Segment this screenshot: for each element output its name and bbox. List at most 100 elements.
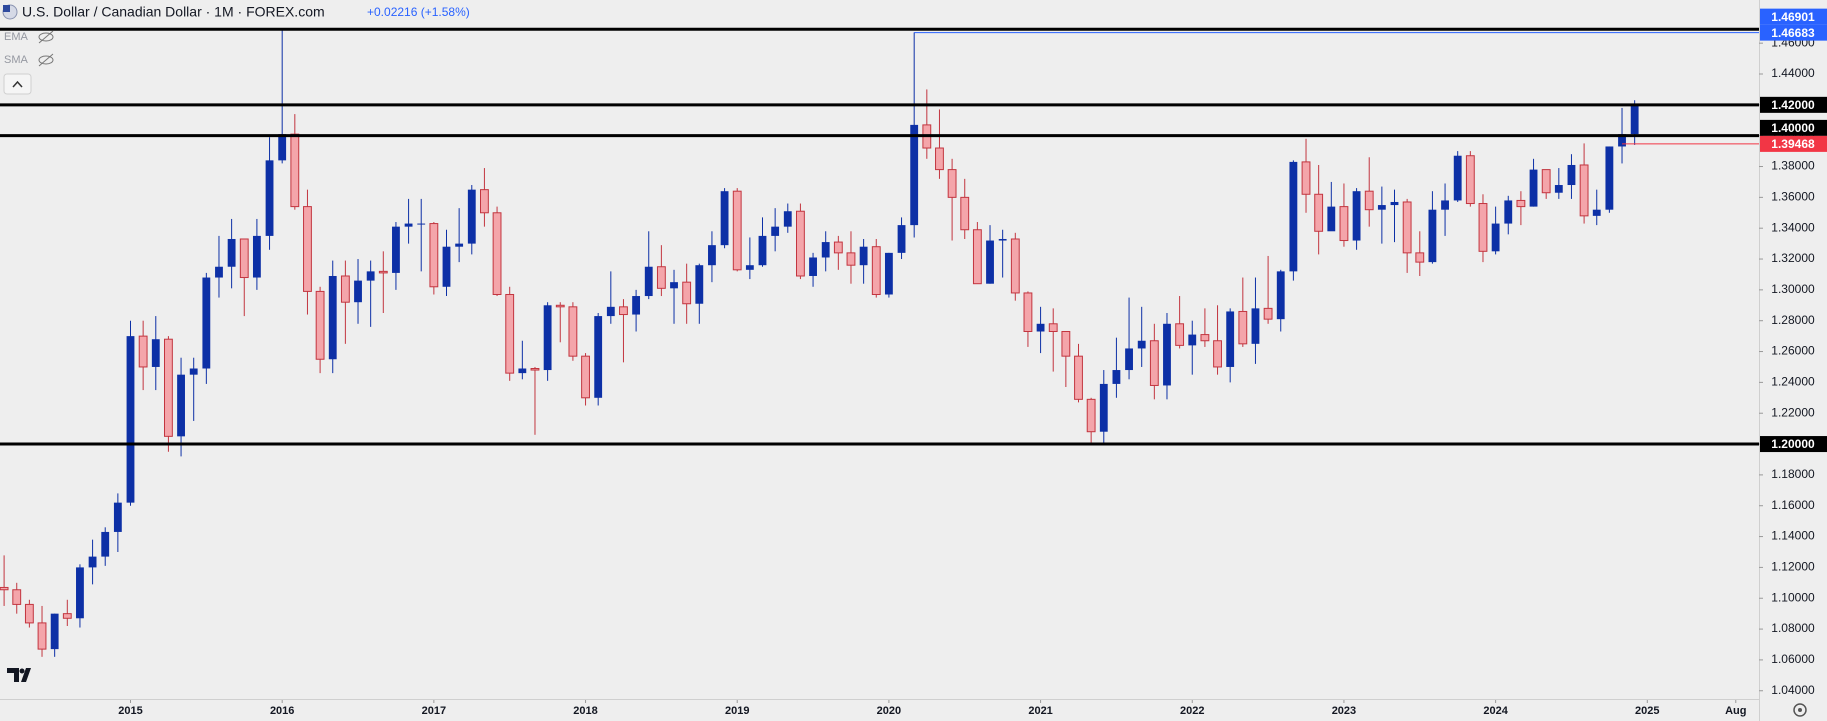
y-tick-label: 1.04000 — [1771, 683, 1815, 697]
candle-body — [1289, 161, 1298, 272]
candle-body — [1592, 209, 1601, 216]
candle-body — [505, 293, 515, 374]
y-tick-label: 1.22000 — [1771, 405, 1815, 419]
candle-body — [998, 238, 1007, 241]
candle-body — [328, 275, 337, 360]
logo-shape — [7, 668, 31, 682]
candle-body — [771, 226, 780, 236]
candle-body — [37, 622, 47, 650]
candle-body — [252, 235, 261, 278]
x-tick-label: 2017 — [422, 705, 446, 717]
candle-body — [404, 223, 413, 227]
candle-body — [619, 306, 628, 316]
eye-slash[interactable] — [38, 30, 54, 44]
candle-body — [1415, 252, 1425, 263]
y-tick-label: 1.18000 — [1771, 467, 1815, 481]
candle-body — [340, 275, 350, 303]
candle-body — [594, 316, 603, 398]
candle-body — [910, 124, 919, 226]
candle-body — [972, 229, 982, 285]
candle-body — [1504, 200, 1513, 224]
y-tick-label: 1.16000 — [1771, 498, 1815, 512]
legend-header: U.S. Dollar / Canadian Dollar · 1M · FOR… — [2, 4, 470, 95]
x-tick-label: 2024 — [1483, 705, 1508, 717]
candle-body — [1390, 201, 1399, 206]
candle-body — [1010, 238, 1020, 294]
candle-body — [518, 368, 527, 374]
price-label-box — [1760, 24, 1827, 41]
settings-icon[interactable] — [1793, 703, 1807, 717]
candle-body — [239, 238, 249, 279]
candle-body — [76, 567, 84, 619]
candle-body — [708, 245, 716, 266]
candle-body — [62, 613, 72, 619]
candle-body — [265, 160, 274, 236]
candle-body — [897, 225, 906, 253]
candle-body — [632, 296, 641, 315]
candle-body — [1428, 209, 1437, 263]
candle-body — [1188, 334, 1197, 346]
candle-body — [656, 266, 666, 289]
candle-body — [1364, 190, 1374, 211]
candle-body — [833, 241, 843, 254]
candle-body — [278, 134, 287, 161]
candle-body — [1441, 200, 1449, 210]
hidden-eye-icon[interactable] — [38, 30, 54, 44]
candle-body — [670, 282, 678, 289]
candle-body — [1352, 191, 1361, 241]
x-tick-label: Aug — [1725, 705, 1746, 717]
candle-body — [960, 196, 970, 231]
y-tick-label: 1.32000 — [1771, 251, 1815, 265]
price-label: 1.40000 — [1771, 121, 1815, 135]
gear[interactable] — [1793, 703, 1807, 717]
hidden-eye-icon[interactable] — [38, 53, 54, 67]
candle-body — [1263, 307, 1273, 320]
price-label-box — [1760, 119, 1827, 136]
y-tick-label: 1.38000 — [1771, 159, 1815, 173]
candle-body — [1618, 134, 1626, 147]
candle-body — [606, 306, 615, 317]
candle-body — [1314, 193, 1324, 232]
candle-body — [1061, 330, 1071, 357]
candle-body — [846, 252, 856, 266]
candle-body — [1074, 355, 1083, 400]
candle-body — [354, 280, 362, 303]
y-tick-label: 1.34000 — [1771, 220, 1815, 234]
candle-body — [215, 266, 223, 278]
candle-body — [366, 271, 375, 281]
price-label: 1.20000 — [1771, 437, 1815, 451]
candle-body — [12, 589, 22, 605]
candle-body — [378, 270, 388, 274]
x-tick-label: 2022 — [1180, 705, 1204, 717]
candle-body — [113, 502, 122, 532]
y-tick-label: 1.36000 — [1771, 190, 1815, 204]
symbol-title: U.S. Dollar / Canadian Dollar · 1M · FOR… — [22, 4, 325, 20]
gear-center[interactable] — [1798, 708, 1802, 712]
candle-body — [455, 243, 464, 247]
eye-slash[interactable] — [38, 53, 54, 67]
eye-icon[interactable] — [38, 55, 54, 65]
candle-body — [1301, 161, 1311, 195]
candle-body — [429, 223, 439, 288]
axes: 1.04000 1.06000 1.08000 1.10000 1.12000 1.140… — [118, 8, 1827, 717]
price-label: 1.42000 — [1771, 98, 1815, 112]
y-tick-label: 1.06000 — [1771, 652, 1815, 666]
candle-body — [442, 246, 451, 287]
logo-shape — [19, 668, 25, 674]
candle-body — [745, 265, 754, 270]
candle-body — [720, 191, 729, 246]
candle-body — [1339, 206, 1349, 242]
candle-body — [1327, 206, 1336, 232]
indicator-label: EMA — [4, 31, 29, 43]
candle-body — [138, 335, 148, 368]
x-tick-label: 2023 — [1332, 705, 1356, 717]
collapse-button[interactable] — [3, 73, 32, 95]
candle-body — [1112, 370, 1121, 384]
candle-body — [581, 355, 590, 399]
eye-icon[interactable] — [38, 32, 54, 42]
price-label-box — [1760, 135, 1827, 152]
collapse-arrow[interactable] — [12, 80, 23, 88]
y-tick-label: 1.14000 — [1771, 529, 1815, 543]
